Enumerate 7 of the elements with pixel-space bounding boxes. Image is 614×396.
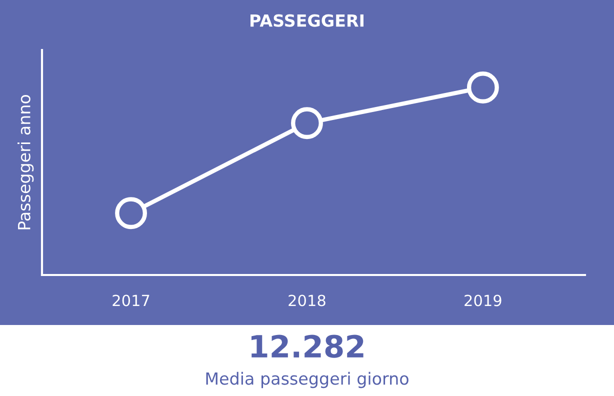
x-tick-label: 2018 — [288, 294, 326, 306]
text: Media passeggeri giorno — [206, 372, 408, 388]
chart-title: PASSEGGERI — [250, 14, 364, 27]
text: 12.282 — [251, 334, 364, 358]
x-tick-label: 2019 — [464, 294, 502, 306]
y-axis-title: Passeggeri anno — [18, 94, 34, 230]
x-tick-label: 2017 — [112, 294, 150, 306]
